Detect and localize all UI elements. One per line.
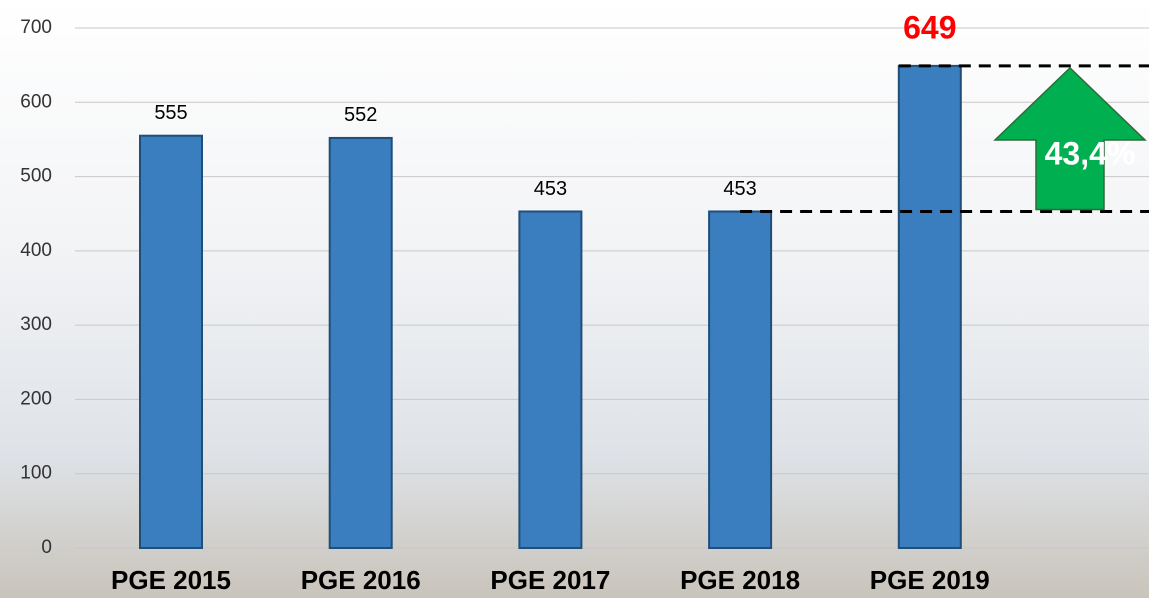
data-label: 649 bbox=[903, 9, 956, 45]
data-label: 552 bbox=[344, 104, 377, 126]
y-tick-label: 300 bbox=[20, 314, 52, 335]
y-tick-label: 400 bbox=[20, 240, 52, 261]
x-tick-label: PGE 2019 bbox=[870, 565, 990, 595]
x-tick-label: PGE 2016 bbox=[301, 565, 421, 595]
data-label: 555 bbox=[154, 102, 187, 124]
bar bbox=[140, 136, 202, 548]
y-tick-label: 600 bbox=[20, 91, 52, 112]
annotation: 43,4% bbox=[1045, 135, 1136, 171]
bar bbox=[519, 211, 581, 548]
x-tick-label: PGE 2017 bbox=[490, 565, 610, 595]
bar bbox=[330, 138, 392, 548]
data-label: 453 bbox=[723, 178, 756, 200]
y-tick-label: 200 bbox=[20, 388, 52, 409]
y-tick-label: 100 bbox=[20, 463, 52, 484]
y-tick-label: 500 bbox=[20, 166, 52, 187]
bar bbox=[899, 66, 961, 548]
data-label: 453 bbox=[534, 178, 567, 200]
y-tick-label: 700 bbox=[20, 17, 52, 38]
x-tick-label: PGE 2015 bbox=[111, 565, 231, 595]
y-tick-label: 0 bbox=[41, 537, 52, 558]
x-tick-label: PGE 2018 bbox=[680, 565, 800, 595]
chart: 0 100 200 300 400 500 600 700 PGE 2015 555 PGE 201… bbox=[0, 0, 1149, 598]
bar bbox=[709, 211, 771, 548]
